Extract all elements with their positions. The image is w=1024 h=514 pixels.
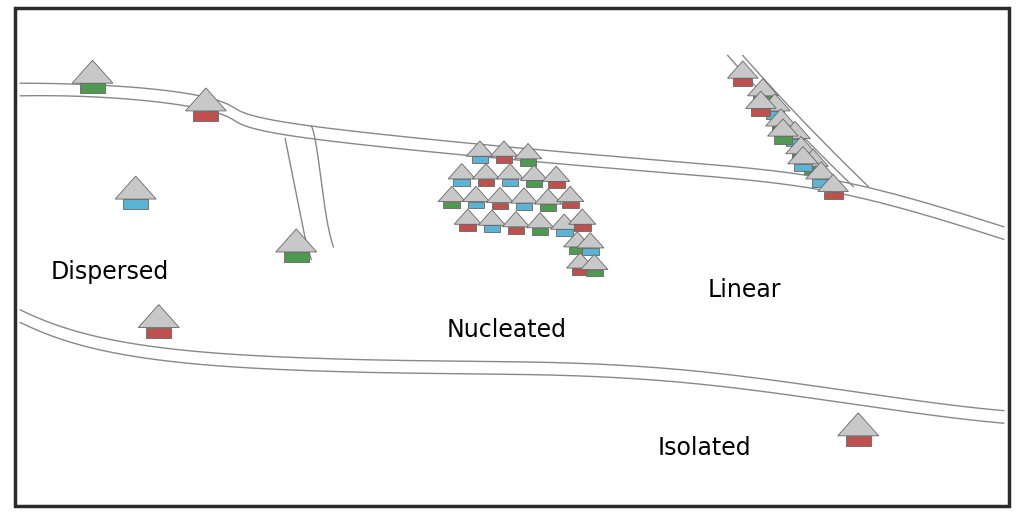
Bar [771, 126, 791, 134]
Polygon shape [466, 141, 494, 156]
Polygon shape [478, 210, 506, 225]
Polygon shape [838, 413, 879, 436]
Polygon shape [785, 137, 816, 154]
Text: Nucleated: Nucleated [446, 318, 566, 342]
Bar [508, 227, 524, 233]
Polygon shape [449, 163, 475, 179]
Bar [454, 179, 470, 186]
Bar [502, 179, 518, 186]
Bar [573, 224, 591, 231]
Bar [460, 224, 476, 231]
Polygon shape [514, 143, 542, 159]
Bar [752, 108, 770, 116]
Polygon shape [766, 109, 797, 126]
Bar [754, 96, 772, 103]
Polygon shape [72, 60, 113, 83]
Polygon shape [581, 254, 608, 269]
Polygon shape [472, 163, 500, 179]
Bar [823, 192, 843, 199]
Polygon shape [543, 166, 569, 181]
Polygon shape [510, 188, 538, 203]
Bar [556, 229, 572, 236]
Bar [569, 247, 586, 254]
Bar [804, 167, 822, 174]
Bar [548, 181, 564, 188]
Polygon shape [748, 79, 778, 96]
Polygon shape [275, 229, 316, 252]
Bar [582, 248, 599, 255]
Bar [794, 164, 812, 172]
Polygon shape [490, 141, 517, 156]
Bar [773, 136, 793, 144]
Bar [571, 268, 589, 275]
Bar [146, 327, 171, 338]
Polygon shape [806, 162, 837, 179]
Bar [586, 269, 603, 277]
Bar [477, 179, 495, 186]
Bar [733, 78, 753, 86]
Polygon shape [138, 305, 179, 327]
Polygon shape [818, 174, 849, 192]
Bar [792, 154, 810, 161]
Bar [471, 156, 488, 163]
Bar [516, 203, 532, 210]
Bar [194, 111, 218, 121]
Polygon shape [486, 187, 514, 203]
Bar [80, 83, 105, 94]
Bar [520, 159, 537, 166]
Bar [492, 203, 508, 209]
Text: Isolated: Isolated [657, 436, 752, 461]
Polygon shape [520, 165, 548, 180]
Polygon shape [551, 214, 578, 229]
Bar [483, 225, 501, 232]
Bar [284, 252, 309, 262]
Polygon shape [503, 211, 529, 227]
Polygon shape [779, 121, 810, 139]
Bar [123, 199, 148, 209]
Polygon shape [455, 209, 481, 224]
Bar [766, 111, 784, 119]
Polygon shape [116, 176, 156, 199]
Bar [540, 204, 556, 211]
Bar [846, 436, 870, 446]
Polygon shape [768, 119, 799, 136]
Bar [525, 180, 543, 187]
Polygon shape [497, 163, 523, 179]
Polygon shape [462, 186, 489, 201]
Text: Linear: Linear [708, 278, 781, 302]
Polygon shape [185, 88, 226, 111]
Bar [531, 228, 549, 234]
Polygon shape [568, 209, 596, 224]
Polygon shape [566, 253, 594, 268]
Text: Dispersed: Dispersed [50, 260, 169, 284]
Bar [785, 139, 805, 146]
Polygon shape [526, 212, 554, 228]
Bar [468, 201, 484, 208]
Polygon shape [727, 61, 758, 78]
Polygon shape [798, 149, 828, 167]
Polygon shape [577, 233, 604, 248]
Bar [562, 201, 579, 208]
Bar [812, 179, 830, 187]
Polygon shape [438, 186, 466, 201]
Polygon shape [563, 232, 591, 247]
Polygon shape [535, 189, 562, 204]
Bar [443, 201, 460, 208]
Bar [496, 156, 512, 163]
Polygon shape [760, 94, 791, 111]
Polygon shape [787, 146, 818, 164]
Polygon shape [745, 91, 776, 108]
Polygon shape [557, 186, 584, 201]
